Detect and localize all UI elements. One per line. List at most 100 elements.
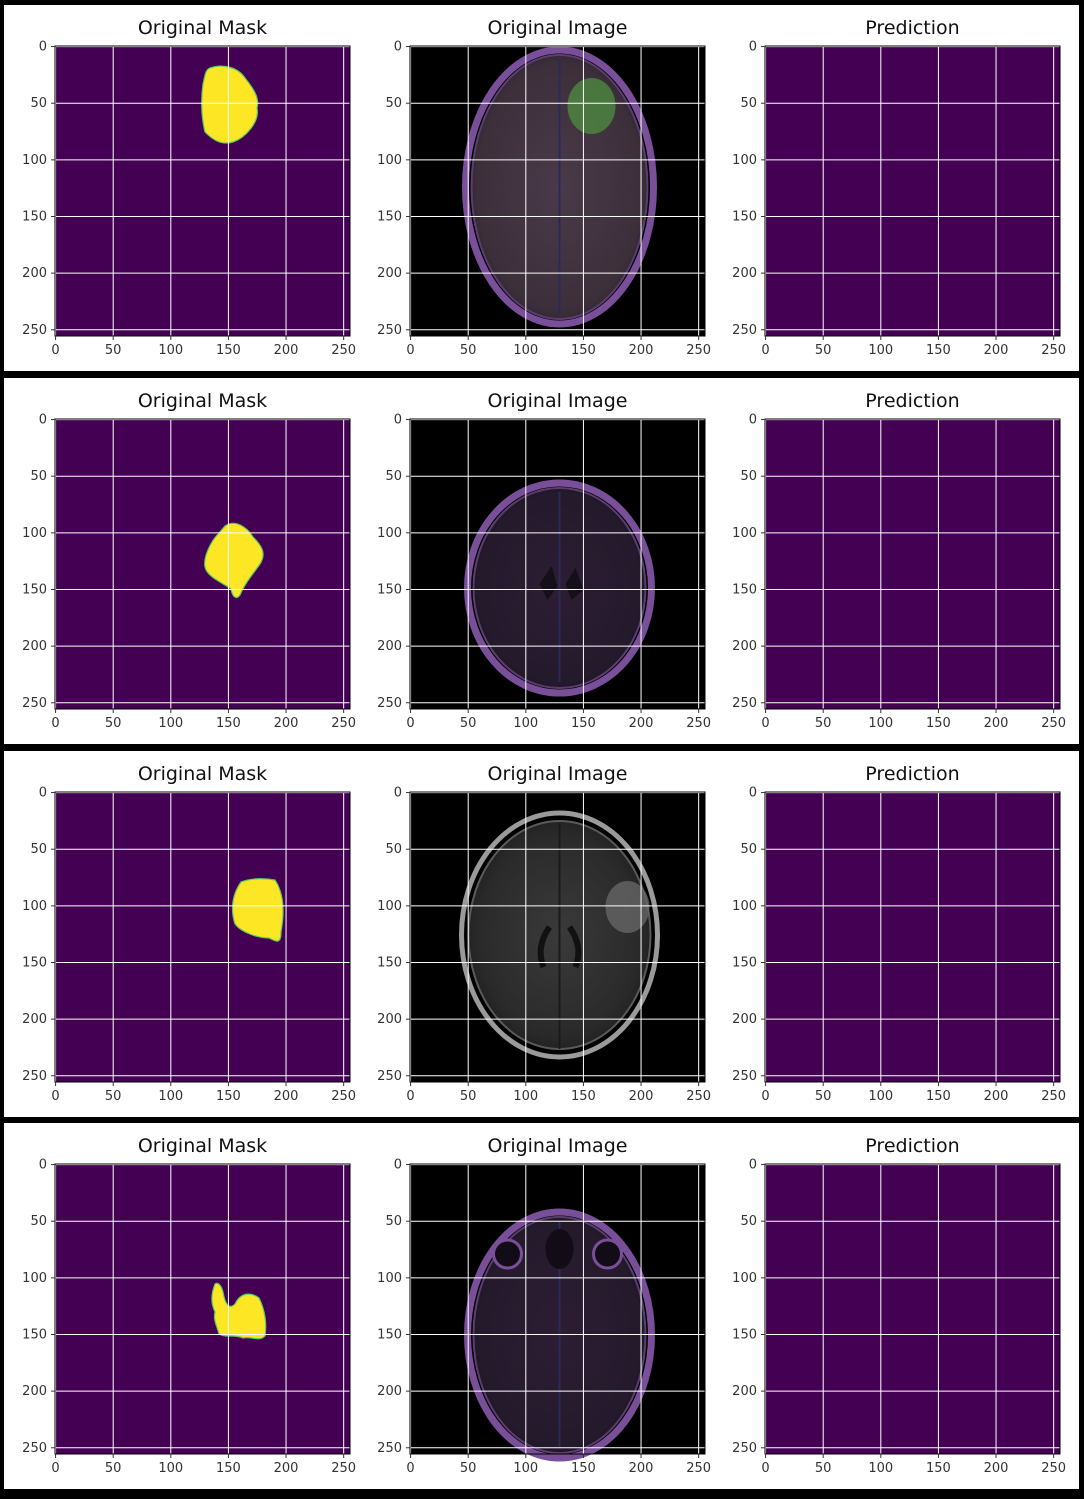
x-tick-label: 200 bbox=[629, 343, 654, 358]
x-tick-label: 150 bbox=[571, 1089, 596, 1104]
x-tick-label: 0 bbox=[761, 1089, 769, 1104]
subplot-axes: 0 50 100 150 200 250 0 50 100 150 200 250 bbox=[22, 40, 356, 358]
subplot-title: Original Mask bbox=[137, 763, 268, 785]
x-tick-label: 150 bbox=[216, 1089, 241, 1104]
axes-frame bbox=[409, 791, 706, 1083]
y-tick-label: 50 bbox=[740, 469, 757, 484]
x-tick-label: 100 bbox=[513, 716, 538, 731]
x-tick-label: 100 bbox=[158, 343, 183, 358]
figure-row: 0 50 100 150 200 250 0 50 100 150 200 250 Original M… bbox=[4, 1123, 1079, 1489]
y-tick-label: 0 bbox=[394, 413, 402, 428]
prediction-background bbox=[765, 792, 1060, 1082]
prediction-panel: 0 50 100 150 200 250 0 50 100 150 200 250 Prediction bbox=[714, 5, 1066, 371]
axes-frame bbox=[764, 791, 1061, 1083]
y-tick-label: 50 bbox=[385, 1214, 402, 1229]
x-tick-label: 200 bbox=[274, 1461, 299, 1476]
y-tick-label: 0 bbox=[394, 40, 402, 55]
y-tick-label: 0 bbox=[749, 1158, 757, 1173]
x-tick-label: 200 bbox=[629, 1089, 654, 1104]
y-tick-label: 100 bbox=[732, 899, 757, 914]
grid-lines bbox=[410, 46, 705, 336]
y-tick-label: 250 bbox=[732, 696, 757, 711]
original-mask-panel: 0 50 100 150 200 250 0 50 100 150 200 250 Original M… bbox=[4, 751, 356, 1117]
y-tick-label: 100 bbox=[377, 1271, 402, 1286]
original-image-panel: 0 50 100 150 200 250 0 50 100 150 200 250 Original I… bbox=[359, 378, 711, 744]
axes-frame bbox=[764, 1163, 1061, 1455]
axes-frame bbox=[54, 45, 351, 337]
x-tick-label: 0 bbox=[51, 716, 59, 731]
x-tick-label: 100 bbox=[868, 1461, 893, 1476]
subplot-axes: 0 50 100 150 200 250 0 50 100 150 200 250 bbox=[377, 786, 711, 1104]
y-tick-label: 0 bbox=[39, 1158, 47, 1173]
y-tick-label: 250 bbox=[22, 1441, 47, 1456]
x-tick-label: 150 bbox=[216, 716, 241, 731]
y-tick-label: 100 bbox=[22, 526, 47, 541]
original-image-panel: 0 50 100 150 200 250 0 50 100 150 200 250 Original I… bbox=[359, 751, 711, 1117]
x-tick-label: 150 bbox=[926, 343, 951, 358]
y-tick-label: 100 bbox=[22, 153, 47, 168]
x-tick-label: 250 bbox=[331, 716, 356, 731]
original-mask-panel: 0 50 100 150 200 250 0 50 100 150 200 250 Original M… bbox=[4, 5, 356, 371]
subplot-axes: 0 50 100 150 200 250 0 50 100 150 200 250 bbox=[732, 40, 1066, 358]
y-tick-label: 150 bbox=[22, 955, 47, 970]
x-tick-label: 100 bbox=[513, 1089, 538, 1104]
grid-lines bbox=[55, 419, 350, 709]
subplot-title: Original Image bbox=[487, 1135, 628, 1157]
x-tick-label: 250 bbox=[686, 716, 711, 731]
subplot-title: Prediction bbox=[865, 1135, 960, 1157]
lesion-highlight bbox=[567, 78, 616, 134]
skull-outline bbox=[464, 1208, 655, 1462]
x-tick-label: 100 bbox=[158, 716, 183, 731]
x-tick-label: 250 bbox=[331, 1089, 356, 1104]
x-tick-label: 50 bbox=[815, 1089, 832, 1104]
subplot-axes: 0 50 100 150 200 250 0 50 100 150 200 250 bbox=[732, 786, 1066, 1104]
mri-scan bbox=[410, 1164, 705, 1462]
x-tick-label: 200 bbox=[984, 343, 1009, 358]
prediction-background bbox=[765, 1164, 1060, 1454]
grid-lines bbox=[55, 46, 350, 336]
y-tick-label: 50 bbox=[385, 96, 402, 111]
tumor-mask-region bbox=[204, 522, 264, 599]
x-tick-label: 250 bbox=[1041, 343, 1066, 358]
y-tick-label: 250 bbox=[22, 1069, 47, 1084]
y-tick-label: 200 bbox=[377, 1384, 402, 1399]
y-tick-label: 250 bbox=[732, 323, 757, 338]
x-tick-label: 0 bbox=[51, 343, 59, 358]
x-tick-label: 50 bbox=[105, 343, 122, 358]
y-tick-label: 200 bbox=[732, 266, 757, 281]
original-image-panel: 0 50 100 150 200 250 0 50 100 150 200 250 Original I… bbox=[359, 5, 711, 371]
y-tick-label: 100 bbox=[377, 899, 402, 914]
y-tick-label: 200 bbox=[377, 266, 402, 281]
axes-frame bbox=[54, 418, 351, 710]
grid-lines bbox=[55, 792, 350, 1082]
y-tick-label: 150 bbox=[732, 209, 757, 224]
skull-outline bbox=[462, 46, 657, 328]
y-tick-label: 50 bbox=[30, 842, 47, 857]
subplot-title: Prediction bbox=[865, 763, 960, 785]
tumor-mask-region bbox=[201, 65, 259, 144]
y-tick-label: 50 bbox=[30, 469, 47, 484]
grid-lines bbox=[410, 419, 705, 709]
x-tick-label: 250 bbox=[686, 1089, 711, 1104]
ventricles bbox=[539, 566, 584, 600]
x-tick-label: 50 bbox=[460, 1089, 477, 1104]
mask-background bbox=[55, 1164, 350, 1454]
y-tick-label: 0 bbox=[749, 413, 757, 428]
x-tick-label: 100 bbox=[868, 716, 893, 731]
grid-lines bbox=[410, 1164, 705, 1454]
y-tick-label: 250 bbox=[377, 1069, 402, 1084]
y-tick-label: 200 bbox=[732, 639, 757, 654]
x-tick-label: 200 bbox=[984, 1461, 1009, 1476]
x-tick-label: 200 bbox=[274, 716, 299, 731]
eye-orbit-right bbox=[592, 1238, 623, 1270]
y-tick-label: 200 bbox=[22, 266, 47, 281]
subplot-title: Original Mask bbox=[137, 390, 268, 412]
y-tick-label: 250 bbox=[22, 696, 47, 711]
x-tick-label: 150 bbox=[216, 343, 241, 358]
ventricles bbox=[537, 925, 582, 969]
x-tick-label: 150 bbox=[926, 1461, 951, 1476]
x-tick-label: 250 bbox=[331, 1461, 356, 1476]
subplot-title: Original Image bbox=[487, 390, 628, 412]
grid-lines bbox=[55, 1164, 350, 1454]
x-tick-label: 200 bbox=[274, 1089, 299, 1104]
